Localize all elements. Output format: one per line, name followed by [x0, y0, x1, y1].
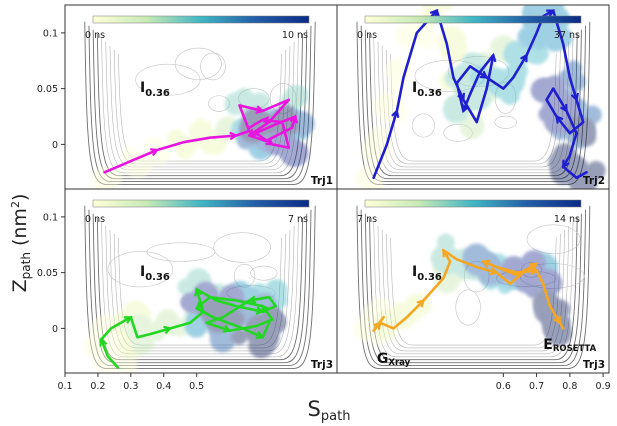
trajectory-arrow — [123, 316, 133, 324]
colorbar-max-label: 37 ns — [554, 30, 580, 41]
trajectory-arrow — [555, 114, 564, 124]
trajectory-arrow — [479, 70, 489, 79]
y-axis-label: Zpath (nm2) — [9, 194, 33, 293]
trajectory-arrow — [265, 137, 275, 146]
trajectory-arrow — [99, 337, 108, 347]
trajectory-arrow — [247, 295, 257, 304]
trajectory-arrow — [260, 116, 270, 125]
x-tick-label: 0.7 — [529, 381, 544, 392]
y-tick-label: 0.1 — [43, 212, 58, 223]
colorbar-min-label: 0 ns — [85, 214, 105, 225]
panel-bottom-left: 0 ns 7 ns I0.36 Trj3 — [64, 188, 338, 374]
trajectory-arrow — [520, 53, 528, 63]
x-tick-label: 0.8 — [562, 381, 577, 392]
x-tick-label: 0.5 — [189, 381, 204, 392]
state-label: I0.36 — [140, 264, 170, 283]
trajectory-arrow — [289, 114, 298, 124]
trajectory-label: Trj1 — [311, 175, 333, 187]
colorbar-min-label: 0 ns — [85, 30, 105, 41]
x-tick-label: 0.9 — [596, 381, 611, 392]
axes: 0.1 0.05 0 0.1 0.05 0 0.1 0.2 0.3 0.4 0.5 0.6 0.7 0.8… — [37, 28, 611, 392]
trajectory-arrow — [562, 159, 570, 169]
trajectory-arrow — [481, 259, 491, 268]
trajectory-arrow — [194, 301, 204, 310]
y-tick-label: 0.05 — [37, 268, 58, 279]
trajectory-arrow — [373, 321, 382, 330]
trajectory-line — [103, 98, 297, 174]
colorbar-max-label: 7 ns — [288, 214, 308, 225]
colorbar-max-label: 10 ns — [282, 30, 308, 41]
y-tick-label: 0.05 — [37, 84, 58, 95]
trajectory-arrow — [442, 248, 451, 258]
colorbar-min-label: 7 ns — [357, 214, 377, 225]
y-tick-label: 0 — [52, 324, 58, 335]
state-label: I0.36 — [412, 80, 442, 99]
trajectory-arrow — [255, 105, 265, 114]
x-tick-label: 0.1 — [57, 381, 72, 392]
trajectory-arrow — [429, 8, 439, 18]
trajectory-arrow — [553, 315, 562, 325]
trajectory-arrow — [529, 266, 539, 276]
time-density — [353, 233, 572, 346]
trajectory-arrow — [261, 304, 270, 314]
colorbar-min-label: 0 ns — [357, 30, 377, 41]
y-tick-label: 0 — [52, 140, 58, 151]
trajectory-arrow — [222, 324, 232, 333]
trajectory-arrow — [255, 331, 265, 339]
trajectory-label: Trj3 — [311, 359, 333, 371]
panel-bottom-right: 7 ns 14 ns I0.36 Trj3 GXray EROSETTA — [336, 188, 610, 374]
panel-frame — [336, 188, 610, 374]
x-axis-label: Spath — [308, 397, 351, 424]
colorbar — [364, 199, 582, 208]
trajectory-arrow — [150, 148, 160, 157]
trajectory-arrow — [247, 128, 257, 137]
trajectory-arrow — [489, 266, 499, 276]
trajectory-label: Trj2 — [583, 175, 605, 187]
colorbar — [92, 15, 310, 24]
state-label: I0.36 — [140, 80, 170, 99]
trajectory-arrow — [461, 103, 470, 114]
colorbar — [364, 15, 582, 24]
colorbar-max-label: 14 ns — [554, 214, 580, 225]
x-tick-label: 0.3 — [123, 381, 138, 392]
x-tick-label: 0.2 — [90, 381, 105, 392]
y-tick-label: 0.1 — [43, 28, 58, 39]
trajectory-label: Trj3 — [583, 359, 605, 371]
panel-top-right: 0 ns 37 ns I0.36 Trj2 — [336, 4, 610, 190]
colorbar — [92, 199, 310, 208]
trajectory-arrow — [559, 103, 568, 113]
trajectory-line — [372, 9, 588, 180]
g-xray-label: GXray — [377, 351, 411, 368]
trajectory-arrow — [416, 298, 426, 308]
trajectory-arrow — [194, 287, 203, 297]
x-tick-label: 0.6 — [496, 381, 511, 392]
trajectory-arrow — [546, 9, 556, 18]
trajectory-arrow — [457, 92, 466, 102]
trajectory-arrow — [488, 52, 497, 63]
trajectory-arrow — [391, 108, 400, 119]
trajectory-arrow — [163, 325, 173, 335]
state-label: I0.36 — [412, 264, 442, 283]
trajectory-arrow — [570, 92, 580, 102]
trajectory-arrow — [529, 262, 539, 271]
panel-top-left: 0 ns 10 ns I0.36 Trj1 — [64, 4, 338, 190]
x-tick-label: 0.4 — [156, 381, 171, 392]
trajectory-arrow — [229, 131, 239, 141]
free-energy-contours — [84, 21, 316, 185]
e-rosetta-label: EROSETTA — [543, 337, 596, 354]
